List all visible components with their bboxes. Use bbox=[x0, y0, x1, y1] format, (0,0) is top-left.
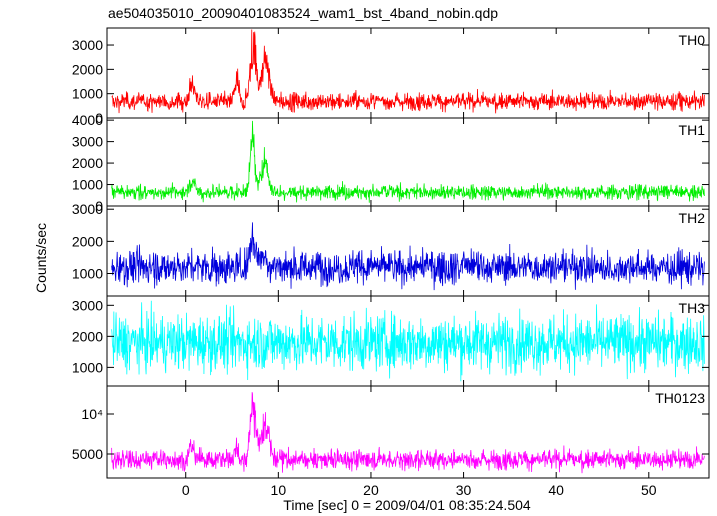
series-th0 bbox=[111, 29, 705, 114]
series-th3 bbox=[111, 300, 705, 382]
y-tick-label: 10⁴ bbox=[81, 406, 103, 422]
x-tick-label: 10 bbox=[271, 482, 287, 498]
x-tick-label: 40 bbox=[548, 482, 564, 498]
y-tick-label: 1000 bbox=[72, 86, 103, 102]
y-axis-label: Counts/sec bbox=[33, 223, 49, 293]
panel-frame bbox=[106, 205, 710, 297]
y-tick-label: 2000 bbox=[72, 233, 103, 249]
y-tick-label: 2000 bbox=[72, 61, 103, 77]
y-tick-label: 3000 bbox=[72, 297, 103, 313]
y-tick-label: 3000 bbox=[72, 201, 103, 217]
x-tick-label: 0 bbox=[182, 482, 190, 498]
y-tick-label: 4000 bbox=[72, 112, 103, 128]
panel-th1: 0 1000 2000 3000 4000 TH1 bbox=[72, 112, 710, 214]
panel-label-th2: TH2 bbox=[679, 210, 706, 226]
y-tick-label: 0 bbox=[95, 110, 103, 126]
panel-th0: 0 1000 2000 3000 TH0 bbox=[72, 27, 710, 126]
y-tick-label: 2000 bbox=[72, 155, 103, 171]
y-tick-label: 2000 bbox=[72, 328, 103, 344]
chart-title: ae504035010_20090401083524_wam1_bst_4ban… bbox=[108, 5, 498, 21]
series-th0123 bbox=[111, 392, 705, 474]
x-axis: 0 10 20 30 40 50 bbox=[182, 482, 657, 498]
y-tick-label: 3000 bbox=[72, 134, 103, 150]
panel-frame bbox=[106, 385, 710, 479]
x-axis-label: Time [sec] 0 = 2009/04/01 08:35:24.504 bbox=[283, 497, 531, 513]
panel-label-th0123: TH0123 bbox=[655, 390, 705, 406]
panel-th3: 1000 2000 3000 TH3 bbox=[72, 295, 710, 387]
y-tick-label: 0 bbox=[95, 198, 103, 214]
panel-th0123: 5000 10⁴ TH0123 bbox=[72, 385, 710, 479]
panels: 0 1000 2000 3000 TH0 0 1000 2000 3000 4000 TH1 1000… bbox=[72, 27, 710, 479]
panel-label-th1: TH1 bbox=[679, 122, 706, 138]
y-tick-label: 1000 bbox=[72, 177, 103, 193]
panel-label-th3: TH3 bbox=[679, 300, 706, 316]
panel-label-th0: TH0 bbox=[679, 32, 706, 48]
y-tick-label: 5000 bbox=[72, 446, 103, 462]
x-tick-label: 30 bbox=[456, 482, 472, 498]
y-tick-label: 1000 bbox=[72, 359, 103, 375]
panel-th2: 1000 2000 3000 TH2 bbox=[72, 201, 710, 297]
y-tick-label: 3000 bbox=[72, 37, 103, 53]
x-tick-label: 20 bbox=[363, 482, 379, 498]
y-tick-label: 1000 bbox=[72, 266, 103, 282]
series-th2 bbox=[111, 222, 705, 291]
series-th1 bbox=[111, 120, 705, 203]
x-tick-label: 50 bbox=[641, 482, 657, 498]
